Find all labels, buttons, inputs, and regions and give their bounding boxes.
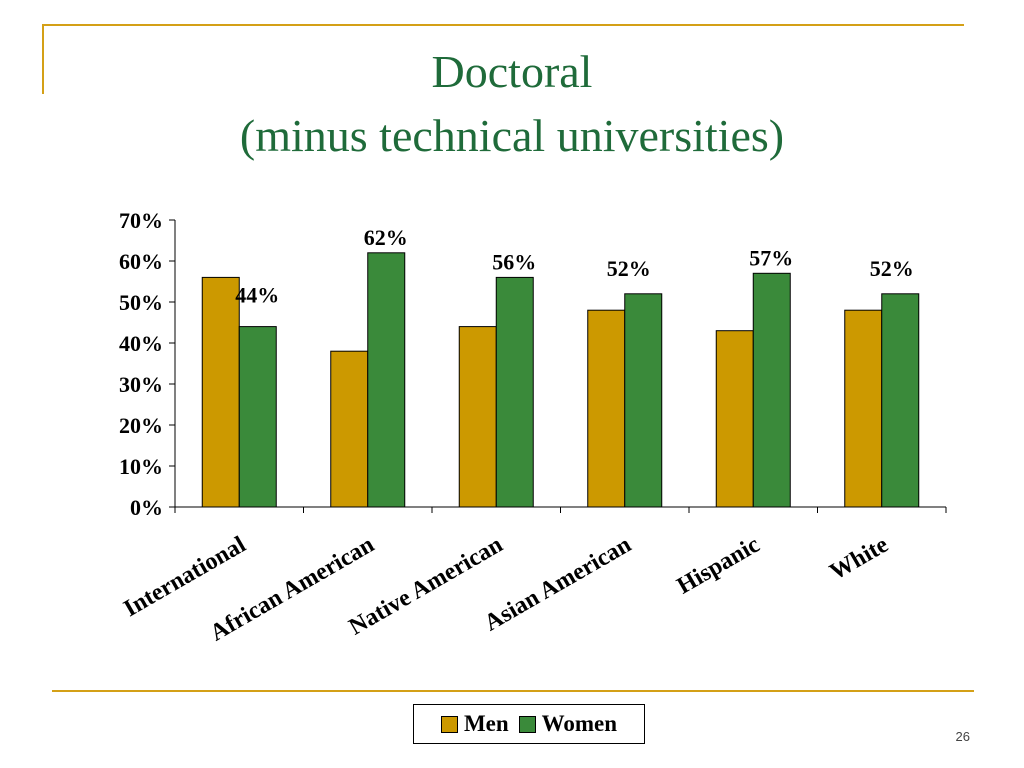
data-label: 56% <box>492 249 536 274</box>
left-accent-line <box>42 24 44 94</box>
x-tick-label: White <box>825 532 893 586</box>
legend-label-men: Men <box>463 711 509 736</box>
legend-swatch-men <box>440 715 458 733</box>
bar-men <box>330 350 369 508</box>
slide-title: Doctoral <box>431 46 593 97</box>
bottom-accent-line <box>52 690 974 692</box>
bar-women <box>752 272 791 508</box>
y-tick-label: 50% <box>119 290 163 315</box>
top-accent-line <box>42 24 964 26</box>
y-tick-label: 60% <box>119 249 163 274</box>
y-tick-label: 30% <box>119 372 163 397</box>
y-tick-label: 0% <box>130 495 163 520</box>
slide-subtitle: (minus technical universities) <box>239 110 785 161</box>
bar-men <box>715 330 754 508</box>
bar-women <box>367 252 406 508</box>
legend-swatch-women <box>518 715 536 733</box>
y-tick-label: 10% <box>119 454 163 479</box>
data-label: 44% <box>235 283 279 308</box>
legend-item-men: Men <box>440 711 509 737</box>
x-tick-label: Hispanic <box>673 532 765 600</box>
bar-women <box>495 276 534 508</box>
page-number: 26 <box>955 729 970 744</box>
data-label: 52% <box>607 256 651 281</box>
legend-item-women: Women <box>518 711 618 737</box>
y-tick-label: 40% <box>119 331 163 356</box>
chart-legend: Men Women <box>413 704 645 744</box>
bar-women <box>881 293 920 508</box>
bar-men <box>458 326 497 508</box>
bar-women <box>624 293 663 508</box>
data-label: 52% <box>870 256 914 281</box>
y-tick-label: 20% <box>119 413 163 438</box>
data-label: 62% <box>364 225 408 250</box>
data-label: 57% <box>749 245 793 270</box>
bar-men <box>844 309 883 508</box>
bar-men <box>201 276 240 508</box>
legend-label-women: Women <box>541 711 618 736</box>
bar-chart: 0%10%20%30%40%50%60%70%InternationalAfri… <box>119 208 947 647</box>
x-tick-label: Asian American <box>480 532 636 637</box>
bar-women <box>238 326 277 508</box>
y-tick-label: 70% <box>119 208 163 233</box>
bar-men <box>587 309 626 508</box>
